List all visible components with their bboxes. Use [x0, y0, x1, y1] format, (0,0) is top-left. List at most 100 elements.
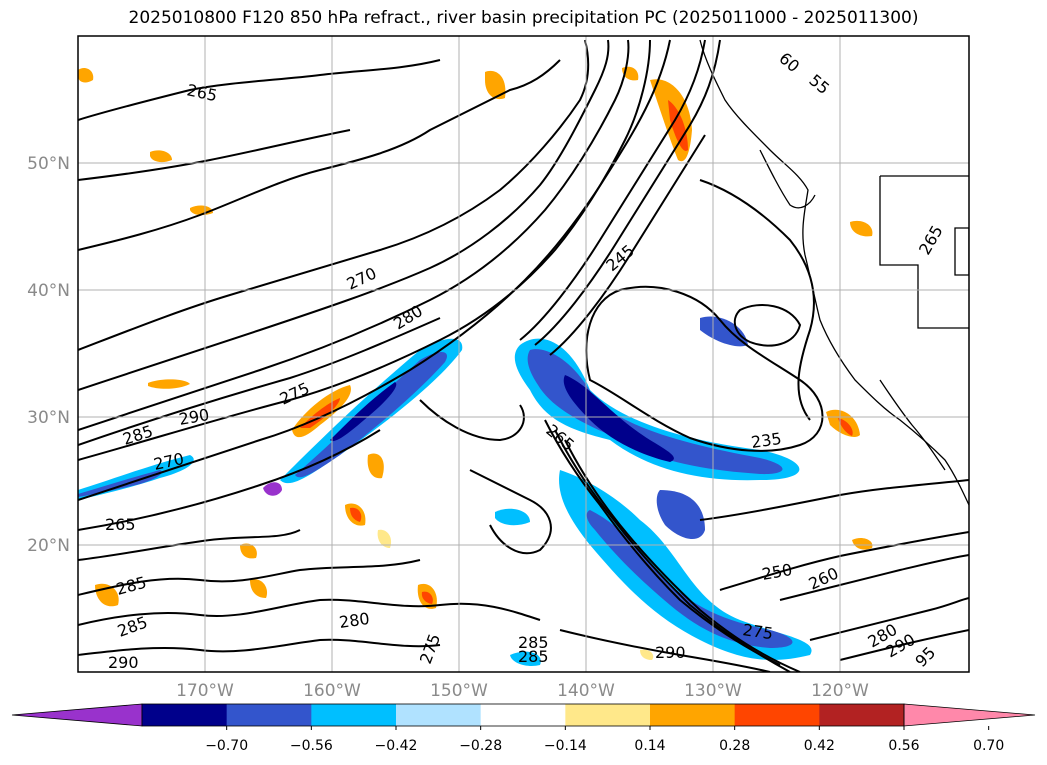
- contour-line: [78, 317, 441, 446]
- contour-line: [469, 469, 552, 555]
- contour-line: [549, 134, 706, 356]
- pos-patch-n1: [485, 70, 506, 100]
- colorbar-tick-label: −0.14: [544, 738, 587, 754]
- coastline-path: [759, 149, 816, 209]
- lon-label-160w: 160°W: [303, 681, 361, 701]
- border-path: [954, 227, 969, 276]
- contour-label: 265: [105, 515, 136, 534]
- refractivity-contours: [78, 39, 969, 672]
- colorbar-segment: [565, 704, 651, 726]
- contour-line: [78, 429, 381, 531]
- contour-line: [534, 39, 721, 346]
- border-path: [879, 176, 969, 329]
- colorbar-tick-label: 0.70: [973, 738, 1004, 754]
- lon-label-120w: 120°W: [811, 681, 869, 701]
- lat-label-30n: 30°N: [27, 408, 70, 428]
- neg-patch-purple: [263, 482, 282, 496]
- lon-label-170w: 170°W: [176, 681, 234, 701]
- colorbar-segment: [396, 704, 482, 726]
- neg-patch-ne: [700, 316, 748, 347]
- contour-line: [78, 598, 541, 626]
- pos-patch-w1: [148, 379, 190, 389]
- lat-label-20n: 20°N: [27, 536, 70, 556]
- contour-line: [78, 39, 651, 461]
- neg-band-south: [559, 470, 812, 660]
- coastline-path: [879, 379, 946, 471]
- lon-label-150w: 150°W: [430, 681, 488, 701]
- map-title: 2025010800 F120 850 hPa refract., river …: [128, 8, 919, 28]
- contour-line: [779, 554, 969, 601]
- pos-patch-nw: [78, 68, 94, 83]
- colorbar-frame: [141, 703, 905, 727]
- colorbar-tick-label: 0.56: [888, 738, 919, 754]
- contour-line: [519, 39, 706, 341]
- pos-patch-ne2: [850, 220, 873, 237]
- contour-line: [78, 39, 590, 351]
- contour-line: [78, 638, 441, 656]
- contour-label: 285: [518, 647, 549, 666]
- pos-patch-s3: [240, 543, 257, 559]
- colorbar-segment: [480, 704, 566, 726]
- pos-patch-west-band-core: [300, 398, 340, 428]
- colorbar-segment: [650, 704, 736, 726]
- pos-patch-s5: [852, 537, 873, 550]
- lon-label-130w: 130°W: [684, 681, 742, 701]
- contour-line: [564, 439, 801, 672]
- colorbar-tick-label: −0.28: [459, 738, 502, 754]
- contour-label: 275: [741, 620, 774, 643]
- graticule: [78, 36, 969, 672]
- neg-patch-sw: [495, 508, 530, 526]
- precip-positive-fills: [78, 66, 873, 660]
- neg-band-west-inner: [295, 351, 448, 478]
- lat-labels: 50°N 40°N 30°N 20°N: [27, 154, 70, 556]
- colorbar-segment: [311, 704, 397, 726]
- colorbar-segment: [819, 704, 905, 726]
- contour-line: [78, 559, 421, 596]
- contour-line: [78, 39, 671, 501]
- neg-band-far-west-inner: [78, 470, 162, 497]
- contour-label: 290: [108, 653, 139, 672]
- pos-patch-s2-core: [421, 591, 433, 604]
- colorbar-segment: [734, 704, 820, 726]
- lat-label-40n: 40°N: [27, 281, 70, 301]
- pos-patch-yellow-2: [640, 649, 654, 660]
- contour-line: [78, 39, 630, 431]
- contour-label: 290: [655, 643, 686, 662]
- plot-frame: [77, 35, 970, 673]
- contour-line: [78, 39, 610, 391]
- contour-line: [419, 399, 525, 442]
- colorbar-tick-label: 0.42: [804, 738, 835, 754]
- pos-patch-sw-yellow: [377, 529, 392, 548]
- contour-line: [78, 59, 441, 121]
- contour-line: [554, 429, 791, 672]
- pos-patch-w2: [367, 453, 384, 479]
- coastline-path: [699, 39, 969, 506]
- contour-label: 235: [750, 429, 783, 452]
- colorbar-tick-label: 0.14: [634, 738, 665, 754]
- contour-line: [559, 629, 771, 672]
- colorbar-tick-label: 0.28: [719, 738, 750, 754]
- contour-line: [78, 129, 351, 181]
- precip-negative-fills: [78, 316, 812, 666]
- contour-label: 280: [338, 609, 371, 632]
- colorbar-extension-low: [11, 703, 143, 727]
- pos-patch-coast-bc-core: [668, 100, 688, 151]
- colorbar-segment: [142, 704, 228, 726]
- colorbar-segment: [226, 704, 312, 726]
- pos-patch-w3-core: [350, 507, 362, 522]
- colorbar-extension-high: [903, 703, 1036, 727]
- colorbar-ticks: −0.70 −0.56 −0.42 −0.28 −0.14 0.14 0.28 0.42 0.5…: [205, 726, 1004, 754]
- contour-line: [78, 529, 301, 561]
- colorbar-tick-label: −0.70: [205, 738, 248, 754]
- colorbar-segments: [11, 703, 1036, 727]
- neg-band-central-core: [563, 375, 674, 462]
- neg-band-west-core: [330, 382, 397, 442]
- colorbar: −0.70 −0.56 −0.42 −0.28 −0.14 0.14 0.28 0.42 0.5…: [11, 703, 1036, 754]
- contour-label: 285: [518, 633, 549, 652]
- neg-patch-s2: [510, 651, 541, 666]
- contour-line: [544, 419, 781, 666]
- colorbar-tick-label: −0.42: [375, 738, 418, 754]
- pos-patch-s4: [250, 579, 268, 598]
- coastline: [699, 39, 969, 506]
